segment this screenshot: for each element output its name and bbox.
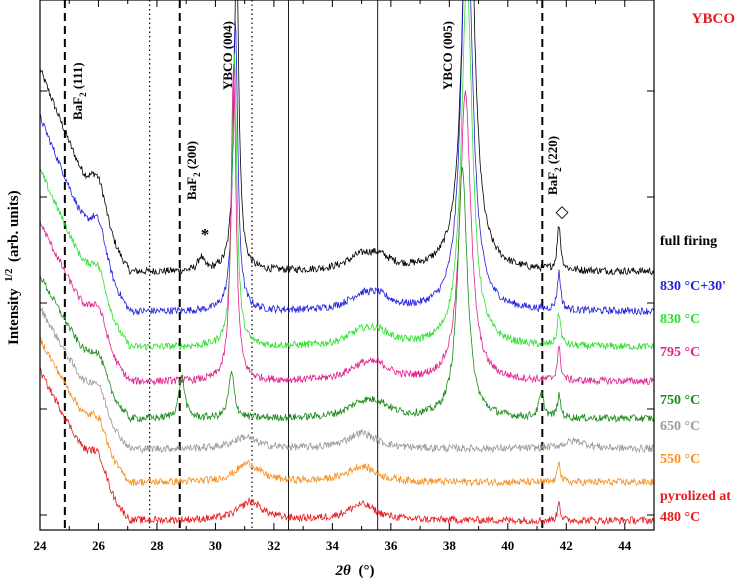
series-label: 830 °C [660, 312, 700, 327]
chart-title: YBCO [692, 11, 735, 27]
peak-label: YBCO (005) [440, 21, 455, 90]
peak-label: BaF2 (200) [184, 141, 202, 200]
x-tick-label: 26 [92, 538, 106, 553]
series-line-7 [40, 368, 654, 526]
x-tick-label: 44 [618, 538, 632, 553]
x-axis-ticks: 24 26 28 30 32 34 36 38 40 42 44 [34, 0, 655, 553]
x-tick-label: 40 [501, 538, 514, 553]
x-tick-label: 30 [209, 538, 222, 553]
x-tick-label: 36 [384, 538, 398, 553]
peak-label: BaF2 (111) [70, 62, 88, 120]
x-tick-label: 42 [560, 538, 573, 553]
y-axis-ticks [40, 90, 654, 516]
y-axis-label: Intensity 1/2 (arb. units) [0, 190, 22, 345]
peak-label-rest: (220) [545, 136, 560, 167]
plot-frame [39, 0, 655, 531]
x-tick-label: 24 [34, 538, 48, 553]
y-axis-unit: (arb. units) [6, 190, 22, 262]
peak-marker: ◇ [555, 202, 569, 221]
series-label: full firing [660, 234, 717, 249]
peak-label-base: YBCO (005) [440, 21, 455, 90]
peak-labels: BaF2 (111)BaF2 (200)YBCO (004) YBCO (005)… [70, 21, 563, 200]
x-axis-unit: (°) [359, 563, 375, 579]
series-label: 830 °C+30' [660, 279, 726, 294]
peak-label-base: YBCO (004) [220, 21, 235, 90]
series-line-3 [40, 64, 654, 386]
x-tick-label: 38 [443, 538, 457, 553]
series-label: 750 °C [660, 393, 700, 408]
x-tick-label: 34 [326, 538, 340, 553]
peak-label-base: BaF [545, 172, 560, 195]
x-tick-label: 28 [150, 538, 164, 553]
peak-label-sub: 2 [192, 172, 202, 177]
peak-markers: *◇ [201, 202, 570, 244]
series-label: 650 °C [660, 419, 700, 434]
series-group [40, 0, 654, 526]
peak-marker: * [201, 225, 210, 244]
series-line-0 [40, 0, 654, 276]
x-axis-label: 2θ (°) [334, 563, 374, 579]
series-label: pyrolized at [660, 489, 731, 504]
series-line-2 [40, 0, 654, 351]
series-line-6 [40, 337, 654, 488]
series-label: 795 °C [660, 345, 700, 360]
series-line-5 [40, 307, 654, 454]
series-line-4 [40, 167, 654, 424]
peak-label-sub: 2 [553, 167, 563, 172]
series-line-1 [40, 0, 654, 316]
peak-label: YBCO (004) [220, 21, 235, 90]
peak-label: BaF2 (220) [545, 136, 563, 195]
reference-lines [63, 0, 544, 530]
series-label: 550 °C [660, 452, 700, 467]
y-axis-sup: 1/2 [4, 269, 15, 282]
x-axis-symbol: 2θ [334, 563, 351, 579]
series-labels: full firing 830 °C+30' 830 °C 795 °C 750 °C 6… [660, 234, 731, 525]
y-axis-main: Intensity [6, 288, 22, 345]
peak-label-sub: 2 [78, 92, 88, 97]
series-label: 480 °C [660, 510, 700, 525]
peak-label-base: BaF [184, 177, 199, 200]
peak-label-rest: (200) [184, 141, 199, 172]
peak-label-rest: (111) [70, 62, 85, 92]
peak-label-base: BaF [70, 97, 85, 120]
x-tick-label: 32 [267, 538, 280, 553]
